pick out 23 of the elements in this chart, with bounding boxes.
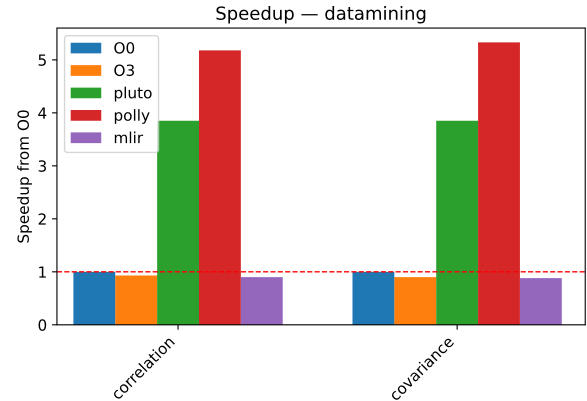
bar [240, 277, 283, 325]
bar [436, 120, 478, 325]
y-axis-title: Speedup from O0 [17, 110, 32, 243]
y-tick-label: 3 [38, 160, 46, 172]
y-tick-label: 1 [39, 266, 46, 278]
bar [73, 272, 116, 325]
legend-label: polly [114, 109, 150, 124]
y-tick-label: 2 [38, 213, 46, 225]
bar [115, 276, 158, 325]
y-tick-label: 0 [38, 319, 46, 331]
legend-label: pluto [114, 86, 152, 102]
y-tick-label: 5 [38, 54, 46, 66]
bar [352, 272, 394, 325]
legend-label: O3 [114, 64, 134, 76]
bar [394, 277, 436, 325]
y-tick-label: 4 [38, 108, 46, 119]
legend-label: O0 [114, 42, 134, 54]
bar [198, 50, 241, 325]
bar [478, 42, 520, 325]
bar [157, 120, 199, 325]
chart-title: Speedup — datamining [216, 6, 426, 24]
bar [520, 278, 562, 325]
legend-label: mlir [114, 132, 144, 144]
